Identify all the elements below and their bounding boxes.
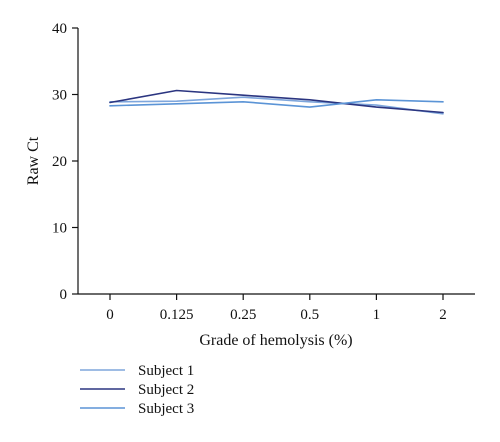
legend-label: Subject 2: [138, 382, 194, 398]
series-line-1: [109, 96, 444, 115]
x-tick-label: 0: [106, 307, 114, 323]
y-tick-label: 30: [52, 88, 67, 104]
y-tick-label: 40: [52, 21, 67, 37]
legend-label: Subject 3: [138, 401, 194, 417]
y-axis-title: Raw Ct: [25, 136, 42, 185]
y-tick-label: 20: [52, 154, 67, 170]
x-axis-title: Grade of hemolysis (%): [199, 332, 352, 349]
y-tick-label: 0: [60, 287, 68, 303]
series-lines: [109, 89, 444, 115]
x-ticks: 0 0.125 0.25 0.5 1 2: [106, 294, 447, 323]
x-tick-label: 2: [439, 307, 447, 323]
series-line-3: [109, 99, 444, 108]
x-tick-label: 0.125: [160, 307, 194, 323]
series-line-2: [109, 89, 444, 114]
x-tick-label: 0.25: [230, 307, 256, 323]
legend-label: Subject 1: [138, 363, 194, 379]
x-tick-label: 0.5: [300, 307, 319, 323]
y-tick-label: 10: [52, 221, 67, 237]
legend: Subject 1 Subject 2 Subject 3: [80, 363, 194, 417]
x-tick-label: 1: [373, 307, 381, 323]
y-ticks: 0 10 20 30 40: [52, 21, 78, 303]
